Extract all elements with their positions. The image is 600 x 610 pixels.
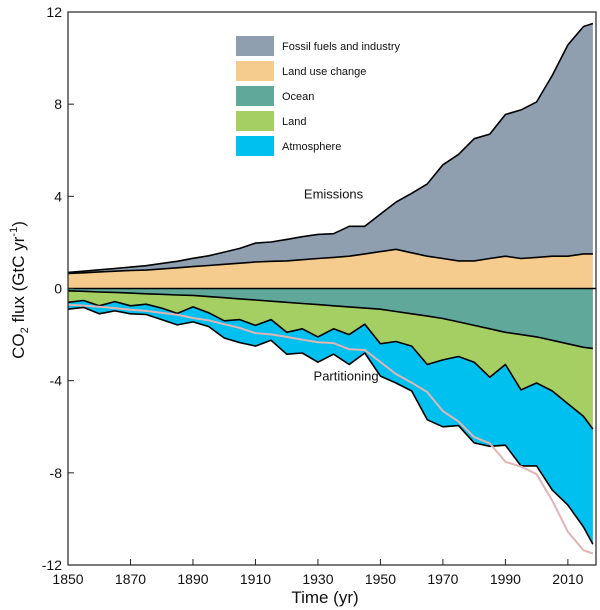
x-tick-label: 1870 [115,571,146,587]
x-tick-label: 1990 [490,571,521,587]
line-total-emissions-mirror [67,303,594,555]
stacked-areas [68,23,593,545]
x-tick-label: 1910 [240,571,271,587]
line-land-bottom [67,299,594,430]
y-tick-label: 4 [54,188,62,204]
x-tick-label: 1970 [427,571,458,587]
y-axis-label: CO2 flux (GtC yr-1) [8,221,31,359]
partitioning-annotation: Partitioning [314,369,379,384]
area-outlines [67,22,594,555]
x-axis-label: Time (yr) [291,588,358,607]
y-tick-label: 12 [46,4,62,20]
legend-label-atmosphere: Atmosphere [282,141,341,153]
tick-labels: 1850 1870 1890 1910 1930 1950 1970 1990 2010 -12 -… [42,4,584,587]
y-tick-label: 0 [54,281,62,297]
legend: Fossil fuels and industry Land use chang… [236,36,400,156]
x-tick-label: 1930 [302,571,333,587]
line-ocean-bottom [67,290,593,350]
legend-swatch-ocean [236,86,274,106]
legend-swatch-land [236,111,274,131]
emissions-annotation: Emissions [304,187,364,202]
axes [67,11,597,566]
y-tick-label: -8 [50,465,63,481]
x-tick-label: 1850 [52,571,83,587]
legend-swatch-atmosphere [236,136,274,156]
line-land-use-top [67,248,593,275]
legend-swatch-land-use [236,61,274,81]
y-tick-label: -12 [42,557,62,573]
area-atmosphere [68,300,593,545]
area-land-use-change [68,249,593,289]
legend-label-fossil: Fossil fuels and industry [282,41,400,53]
legend-label-land: Land [282,116,306,128]
legend-swatch-fossil [236,36,274,56]
area-land [68,290,593,430]
y-tick-label: -4 [50,373,63,389]
x-tick-label: 2010 [552,571,583,587]
legend-label-ocean: Ocean [282,91,314,103]
line-emissions-top [67,22,594,274]
area-ocean [68,288,593,349]
area-fossil-fuels [68,23,593,274]
line-atmosphere-bottom [67,306,594,545]
legend-label-land-use: Land use change [282,66,366,78]
x-tick-label: 1890 [177,571,208,587]
x-tick-label: 1950 [365,571,396,587]
y-tick-label: 8 [54,96,62,112]
